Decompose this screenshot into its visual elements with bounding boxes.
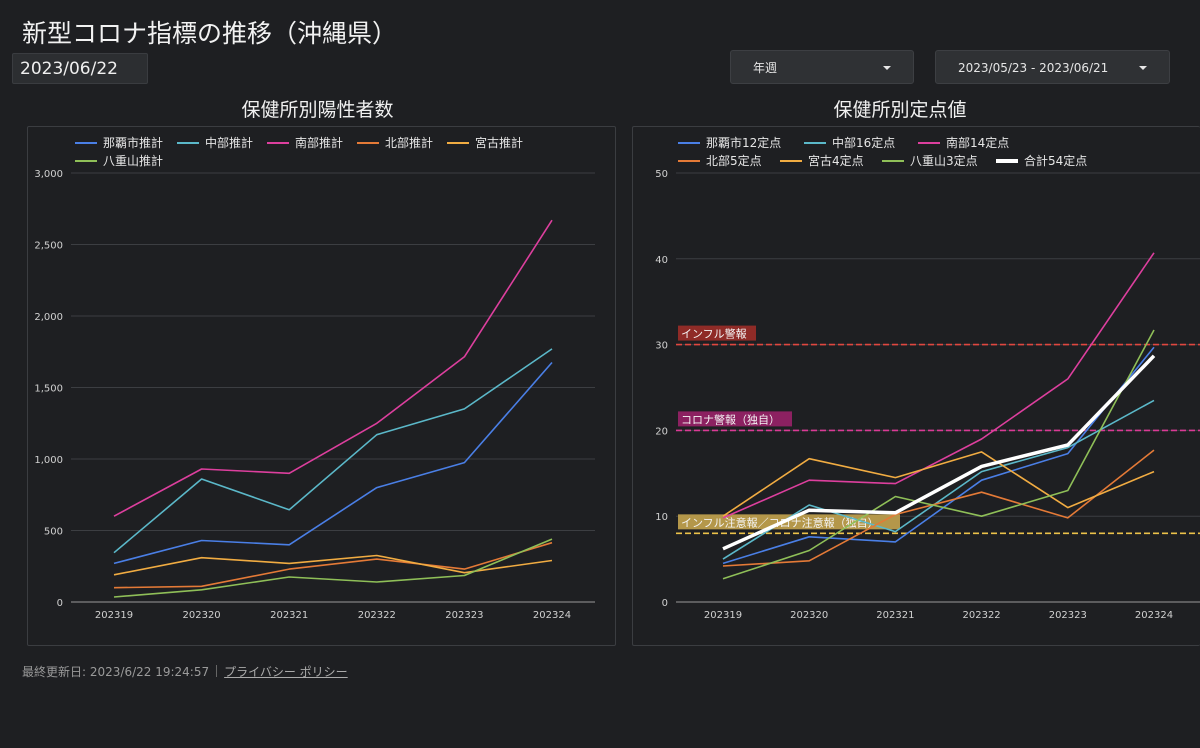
chart2-series-line [722,329,1155,580]
chart2-ytick-label: 50 [655,169,668,180]
chart2-xtick-label: 202324 [1135,610,1173,621]
chart2-legend-label: 八重山3定点 [910,153,978,168]
chart1-ytick-label: 1,500 [34,384,63,395]
chart1-ytick-label: 1,000 [34,455,63,466]
chart2-title: 保健所別定点値 [833,99,967,121]
chart2-ytick-label: 0 [662,598,668,609]
chart2-series-line [722,399,1155,560]
date-range-label: 2023/05/23 - 2023/06/21 [958,61,1109,75]
chart2-ytick-label: 20 [655,426,668,437]
chart1-legend-label: 南部推計 [295,135,343,150]
chart1-series-line [113,554,553,576]
chart2-xtick-label: 202322 [963,610,1001,621]
chart2-reference-label-bg [678,411,792,427]
sentinel-chart: 0 10 20 30 40 50 202319 202320 202321 202322 20232… [655,135,1200,621]
chart2-legend-label: 合計54定点 [1024,153,1087,168]
chart2-series-line [722,449,1155,567]
report-date[interactable]: 2023/06/22 [12,53,148,84]
chart2-xtick-label: 202319 [704,610,742,621]
chart2-legend-label: 南部14定点 [946,135,1009,150]
chart2-panel: 0 10 20 30 40 50 202319 202320 202321 202322 20232… [632,126,1200,646]
chart2-xtick-label: 202323 [1049,610,1087,621]
chart1-series-line [113,219,553,517]
chart1-ytick-label: 3,000 [34,169,63,180]
footer: 最終更新日: 2023/6/22 19:24:57 プライバシー ポリシー [22,663,348,680]
date-range-dropdown[interactable]: 2023/05/23 - 2023/06/21 [935,50,1170,84]
chart2-legend-label: 那覇市12定点 [706,135,781,150]
caret-down-icon [1139,66,1147,70]
chart2-series-line [722,346,1155,565]
chart1-panel: 0 500 1,000 1,500 2,000 2,500 3,000 202319 20232… [27,126,616,646]
chart2-reference-label: コロナ警報（独自） [681,412,780,426]
positives-chart: 0 500 1,000 1,500 2,000 2,500 3,000 202319 20232… [34,135,595,621]
chart1-ytick-label: 2,500 [34,241,63,252]
chart1-legend-label: 中部推計 [205,135,253,150]
chart2-reference-label-bg [678,325,756,341]
chart1-ytick-label: 0 [57,598,63,609]
chart1-title: 保健所別陽性者数 [241,99,394,121]
chart2-xtick-label: 202321 [876,610,914,621]
page-title: 新型コロナ指標の推移（沖縄県） [22,19,398,48]
chart1-legend-label: 那覇市推計 [103,135,163,150]
chart2-legend-label: 北部5定点 [706,153,762,168]
chart1-xtick-label: 202324 [533,610,571,621]
chart2-series-line [722,252,1155,519]
privacy-policy-link[interactable]: プライバシー ポリシー [224,665,348,679]
chart1-xtick-label: 202321 [270,610,308,621]
chart1-legend-label: 宮古推計 [475,135,523,150]
last-updated: 最終更新日: 2023/6/22 19:24:57 [22,665,210,679]
chart1-xtick-label: 202323 [445,610,483,621]
chart1-xtick-label: 202322 [358,610,396,621]
chart1-series-line [113,361,553,565]
chart2-reference-label: インフル警報 [681,327,747,341]
chart2-series-line [722,451,1155,517]
footer-divider [216,665,218,677]
chart1-ytick-label: 500 [44,527,63,538]
chart1-series-line [113,541,553,589]
chart1-xtick-label: 202320 [183,610,221,621]
chart1-series-line [113,538,553,598]
chart2-xtick-label: 202320 [790,610,828,621]
chart2-ytick-label: 10 [655,512,668,523]
chart1-ytick-label: 2,000 [34,312,63,323]
chart2-legend-label: 中部16定点 [832,135,895,150]
chart2-series-line [722,354,1156,551]
chart1-legend-label: 北部推計 [385,135,433,150]
chart2-ytick-label: 40 [655,255,668,266]
chart1-xtick-label: 202319 [95,610,133,621]
chart2-reference-label-bg [678,514,900,530]
chart1-series-line [113,348,553,554]
chart1-legend-label: 八重山推計 [103,153,163,168]
caret-down-icon [883,66,891,70]
period-dropdown[interactable]: 年週 [730,50,914,84]
period-dropdown-label: 年週 [753,61,778,75]
chart2-legend-label: 宮古4定点 [808,153,864,168]
chart2-ytick-label: 30 [655,341,668,352]
